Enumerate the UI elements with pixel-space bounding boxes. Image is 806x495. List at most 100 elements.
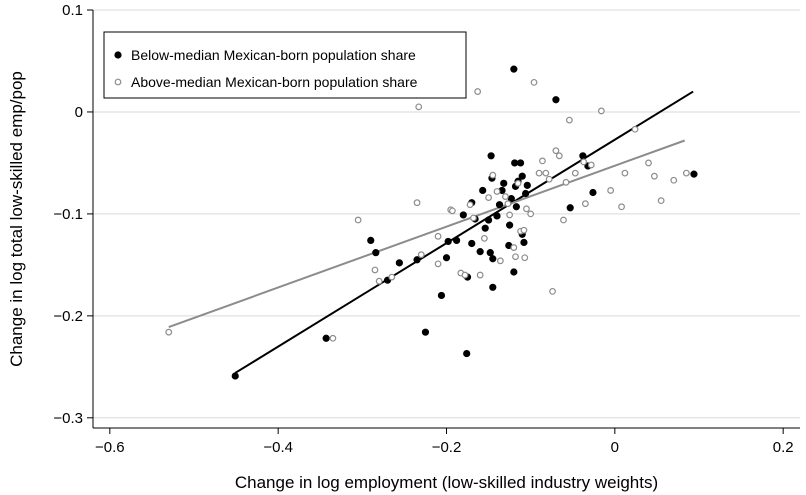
x-tick-label-4: 0.2 (773, 439, 794, 456)
point-below-median-27 (493, 212, 501, 220)
point-above-median-0 (165, 328, 173, 336)
point-above-median-4 (375, 277, 383, 285)
point-above-median-3 (371, 266, 379, 274)
point-below-median-11 (453, 236, 461, 245)
point-below-median-35 (510, 268, 518, 276)
point-above-median-49 (587, 161, 595, 169)
point-below-median-34 (510, 65, 518, 73)
point-above-median-35 (530, 78, 538, 86)
point-below-median-25 (489, 283, 497, 291)
point-below-median-18 (476, 248, 484, 256)
point-above-median-56 (650, 172, 658, 180)
point-above-median-28 (512, 253, 519, 261)
point-above-median-40 (549, 287, 556, 295)
x-tick-label-3: 0 (611, 439, 619, 456)
point-above-median-7 (415, 103, 423, 111)
point-above-median-15 (466, 201, 474, 209)
point-above-median-48 (581, 200, 589, 208)
point-above-median-34 (527, 210, 535, 218)
point-below-median-7 (421, 328, 430, 336)
point-above-median-33 (523, 205, 530, 213)
point-above-median-17 (474, 88, 482, 95)
point-below-median-1 (322, 334, 330, 342)
x-tick-label-0: −0.6 (95, 439, 125, 456)
point-above-median-52 (618, 203, 625, 211)
point-above-median-19 (480, 234, 488, 242)
x-axis-label: Change in log employment (low-skilled in… (235, 473, 658, 492)
point-below-median-44 (522, 189, 530, 198)
point-below-median-15 (468, 239, 476, 248)
grid (93, 9, 800, 419)
point-below-median-9 (442, 254, 451, 262)
point-below-median-48 (579, 152, 587, 160)
point-below-median-20 (481, 224, 489, 232)
point-below-median-40 (516, 159, 525, 167)
point-above-median-25 (504, 200, 512, 208)
y-tick-label-4: 0.1 (62, 2, 83, 19)
point-above-median-50 (597, 107, 605, 115)
point-below-median-38 (512, 203, 520, 211)
point-above-median-58 (670, 176, 678, 184)
legend-entry-below-median: Below-median Mexican-born population sha… (131, 47, 416, 63)
point-above-median-51 (607, 187, 615, 194)
point-below-median-3 (372, 249, 380, 257)
y-tick-label-3: 0 (75, 104, 83, 121)
point-above-median-42 (555, 152, 563, 160)
point-above-median-18 (476, 271, 484, 279)
point-above-median-2 (354, 216, 362, 224)
point-above-median-8 (417, 251, 425, 259)
point-above-median-55 (645, 159, 652, 167)
point-above-median-16 (470, 214, 477, 222)
point-below-median-13 (463, 349, 471, 358)
point-below-median-46 (552, 96, 560, 104)
point-above-median-31 (520, 226, 528, 234)
y-tick-label-0: −0.3 (53, 410, 83, 427)
point-above-median-9 (434, 260, 442, 268)
point-below-median-2 (367, 236, 375, 245)
x-tick-label-2: −0.2 (432, 439, 462, 456)
point-above-median-26 (506, 211, 514, 219)
point-above-median-5 (388, 273, 396, 281)
point-below-median-32 (506, 221, 514, 229)
point-below-median-0 (231, 372, 239, 380)
point-below-median-23 (487, 152, 495, 160)
point-above-median-14 (461, 271, 469, 279)
point-below-median-43 (520, 238, 528, 247)
point-above-median-24 (502, 193, 509, 200)
point-above-median-44 (562, 178, 570, 186)
point-above-median-45 (565, 116, 573, 124)
point-above-median-6 (413, 199, 421, 207)
legend-entry-above-median: Above-median Mexican-born population sha… (131, 74, 418, 90)
y-tick-label-2: −0.1 (53, 206, 83, 223)
point-below-median-8 (437, 291, 446, 300)
point-below-median-5 (395, 259, 403, 267)
point-above-median-1 (329, 334, 337, 342)
point-above-median-23 (496, 257, 504, 265)
legend-marker-below-median (114, 51, 122, 59)
point-above-median-39 (545, 175, 553, 183)
point-below-median-45 (523, 181, 531, 189)
ticks: −0.3 −0.2 −0.1 0 0.1 −0.6 −0.4 −0.2 0 0.2 (53, 2, 793, 456)
legend-marker-above-median (114, 78, 122, 86)
point-above-median-43 (560, 216, 567, 224)
point-above-median-57 (657, 197, 665, 205)
point-below-median-21 (484, 216, 493, 224)
point-below-median-41 (518, 172, 526, 180)
point-below-median-22 (486, 249, 494, 257)
point-above-median-36 (535, 169, 543, 177)
point-below-median-30 (500, 179, 508, 187)
fit-line-below-median (234, 90, 694, 374)
point-above-median-32 (521, 254, 529, 262)
x-tick-label-1: −0.4 (263, 439, 293, 456)
point-above-median-22 (493, 188, 501, 195)
point-above-median-20 (485, 194, 492, 201)
point-below-median-10 (444, 237, 452, 246)
y-tick-label-1: −0.2 (53, 308, 83, 325)
legend-box (103, 31, 467, 99)
point-below-median-50 (589, 188, 597, 197)
point-above-median-47 (580, 158, 588, 166)
point-above-median-29 (514, 179, 522, 187)
point-above-median-54 (631, 125, 639, 133)
point-below-median-28 (495, 201, 504, 209)
